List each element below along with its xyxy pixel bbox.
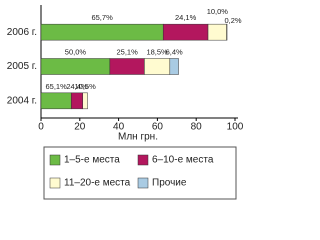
legend-swatch <box>49 154 61 166</box>
bar-segment <box>169 58 179 75</box>
legend-label: Прочие <box>152 178 187 189</box>
x-tick-label: 100 <box>227 122 244 133</box>
y-tick-label: 2006 г. <box>7 27 37 38</box>
y-tick-label: 2004 г. <box>7 95 37 106</box>
bar-segment <box>144 58 171 75</box>
share-label: 24,4% <box>66 82 88 91</box>
x-tick-label: 20 <box>74 122 86 133</box>
legend-label: 6–10-е места <box>152 155 214 166</box>
share-label: 25,1% <box>116 47 138 56</box>
share-label: 10,0% <box>207 7 229 16</box>
share-label: 6,4% <box>166 47 183 56</box>
legend-swatch <box>137 154 149 166</box>
x-tick-label: 0 <box>38 122 44 133</box>
share-label: 65,1% <box>45 82 67 91</box>
share-label: 18,5% <box>146 47 168 56</box>
legend-label: 1–5-е места <box>64 155 120 166</box>
x-tick-label: 40 <box>113 122 125 133</box>
bar-segment <box>40 92 72 110</box>
legend-swatch <box>137 177 149 189</box>
share-label: 50,0% <box>65 47 87 56</box>
bar-segment <box>71 92 83 110</box>
bar-segment <box>162 23 209 41</box>
bar-segment <box>82 92 88 110</box>
legend-swatch <box>49 177 61 189</box>
bar-segment <box>109 58 145 75</box>
bar-segment <box>40 58 111 75</box>
y-tick-label: 2005 г. <box>7 61 37 72</box>
x-axis-label: Млн грн. <box>118 132 158 143</box>
x-tick-label: 60 <box>152 122 164 133</box>
bar-segment <box>40 23 164 41</box>
share-label: 24,1% <box>175 13 197 22</box>
share-label: 65,7% <box>91 13 113 22</box>
x-tick-label: 80 <box>191 122 203 133</box>
bar-segment <box>207 23 227 41</box>
share-label: 10,5% <box>74 82 96 91</box>
share-label: 0,2% <box>224 16 241 25</box>
chart: Млн грн. 0 20 40 60 80 100 2006 г. 65,7% 24,1% 10… <box>7 5 244 200</box>
legend-label: 11–20-е места <box>64 178 131 189</box>
